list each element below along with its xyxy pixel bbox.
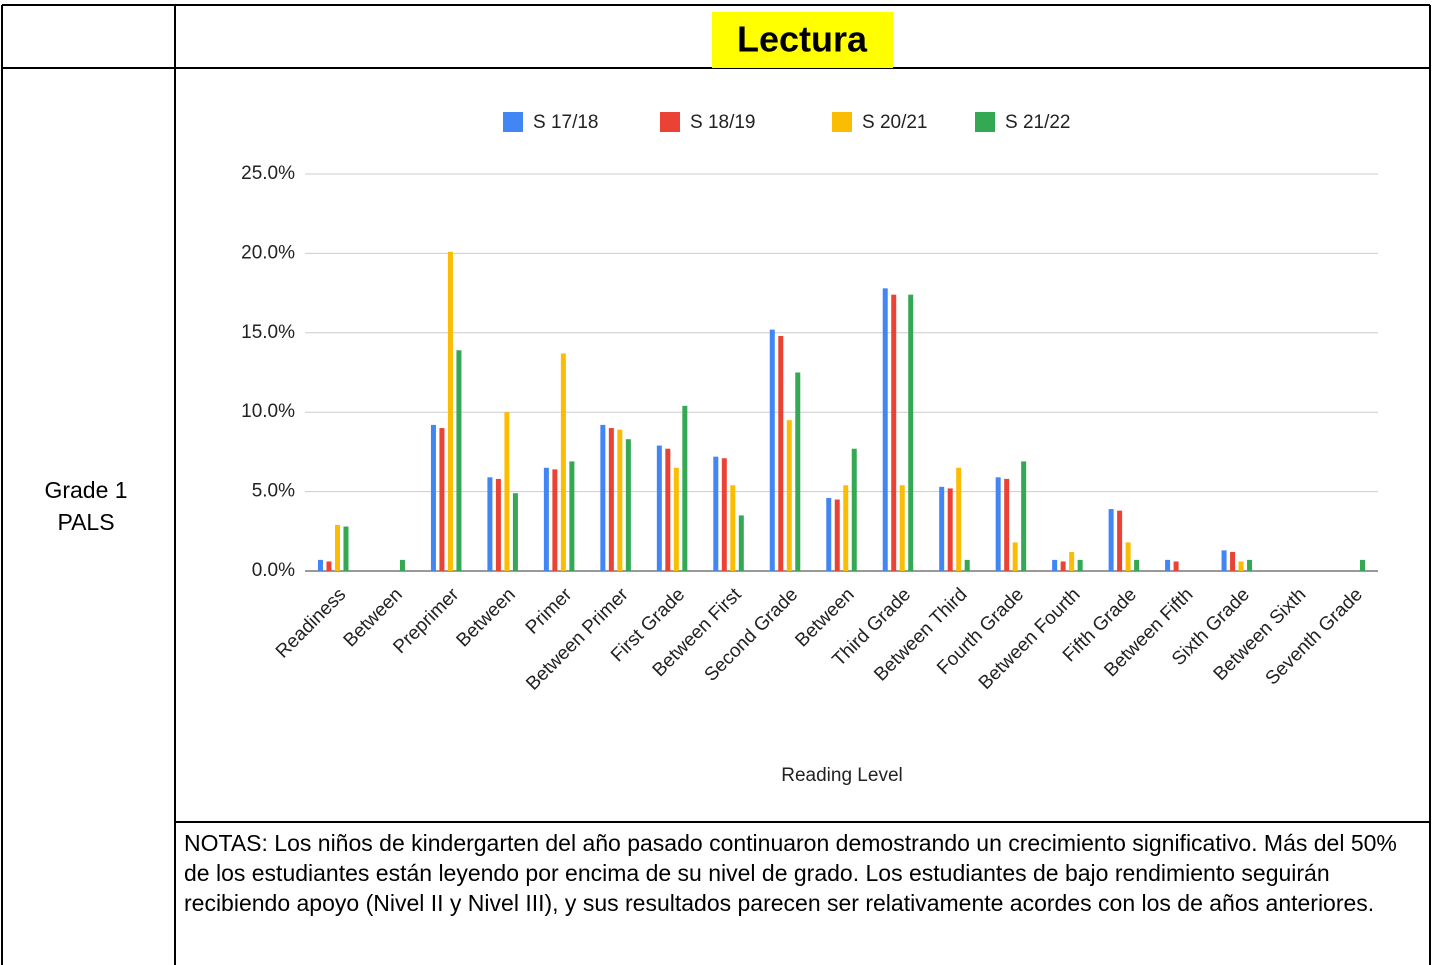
- notes: NOTAS: Los niños de kindergarten del año…: [184, 830, 1397, 916]
- row-label: PALS: [57, 509, 114, 535]
- bar: [1360, 559, 1366, 571]
- bar: [908, 294, 914, 571]
- bar: [665, 448, 671, 571]
- bar: [843, 485, 849, 571]
- y-tick-label: 10.0%: [241, 401, 295, 422]
- bar: [1125, 542, 1131, 571]
- legend-label: S 18/19: [690, 112, 756, 133]
- x-tick-label: Readiness: [272, 584, 350, 662]
- row-label: Grade 1: [44, 477, 127, 503]
- bar: [1077, 559, 1083, 571]
- bar: [769, 329, 775, 571]
- bar: [334, 524, 340, 571]
- bar: [1117, 510, 1123, 571]
- bar: [786, 420, 792, 571]
- bar: [1247, 559, 1253, 571]
- bar: [673, 467, 679, 571]
- y-tick-label: 5.0%: [252, 481, 295, 502]
- bar: [721, 458, 727, 571]
- bar: [1060, 561, 1066, 571]
- bar: [778, 335, 784, 571]
- bar: [552, 469, 558, 571]
- bar: [899, 485, 905, 571]
- y-tick-label: 15.0%: [241, 322, 295, 343]
- bar: [343, 526, 349, 571]
- legend-swatch: [832, 112, 852, 132]
- x-tick-label: Primer: [522, 584, 577, 639]
- bar: [1221, 550, 1227, 571]
- bar: [1238, 561, 1244, 571]
- bar: [487, 477, 493, 571]
- bar: [560, 353, 566, 571]
- bar: [1230, 551, 1236, 571]
- legend-label: S 17/18: [533, 112, 599, 133]
- bar: [608, 428, 614, 571]
- bar: [439, 428, 445, 571]
- bar: [795, 372, 801, 571]
- bar: [430, 424, 436, 571]
- bar: [569, 461, 575, 571]
- bar: [682, 405, 688, 571]
- bar: [456, 350, 462, 571]
- x-tick-label: Between Fourth: [975, 584, 1085, 694]
- bar: [730, 485, 736, 571]
- bar: [1069, 551, 1075, 571]
- bar: [995, 477, 1001, 571]
- bar: [1012, 542, 1018, 571]
- title: Lectura: [737, 19, 868, 60]
- y-tick-label: 20.0%: [241, 242, 295, 263]
- bar: [826, 497, 832, 571]
- bar: [317, 559, 323, 571]
- bar: [1021, 461, 1027, 571]
- bar: [964, 559, 970, 571]
- bar: [947, 488, 953, 571]
- bar: [543, 467, 549, 571]
- legend-label: S 20/21: [862, 112, 928, 133]
- title-highlight: [712, 12, 893, 68]
- x-tick-label: Between: [453, 584, 520, 651]
- bar: [504, 412, 510, 571]
- x-axis-title: Reading Level: [781, 765, 902, 786]
- bar: [939, 486, 945, 571]
- bar: [834, 499, 840, 571]
- legend-swatch: [503, 112, 523, 132]
- bar: [617, 429, 623, 571]
- bar: [882, 288, 888, 571]
- bar: [447, 251, 453, 571]
- y-tick-label: 25.0%: [241, 163, 295, 184]
- x-tick-label: Between Primer: [522, 584, 633, 695]
- bar: [1108, 509, 1114, 571]
- bar: [1004, 478, 1010, 571]
- legend-swatch: [975, 112, 995, 132]
- legend-label: S 21/22: [1005, 112, 1071, 133]
- bar: [625, 439, 631, 571]
- bar: [1173, 561, 1179, 571]
- bar: [1134, 559, 1140, 571]
- bar: [713, 456, 719, 571]
- bar: [495, 478, 501, 571]
- bar: [891, 294, 897, 571]
- legend-swatch: [660, 112, 680, 132]
- bar: [1052, 559, 1058, 571]
- bar: [956, 467, 962, 571]
- bar: [738, 515, 744, 571]
- bar: [656, 445, 662, 571]
- bar: [512, 493, 518, 571]
- y-tick-label: 0.0%: [252, 560, 295, 581]
- bar: [600, 424, 606, 571]
- bar: [1165, 559, 1171, 571]
- x-tick-label: Seventh Grade: [1262, 584, 1367, 689]
- bar: [326, 561, 332, 571]
- bar: [851, 448, 857, 571]
- bar: [399, 559, 405, 571]
